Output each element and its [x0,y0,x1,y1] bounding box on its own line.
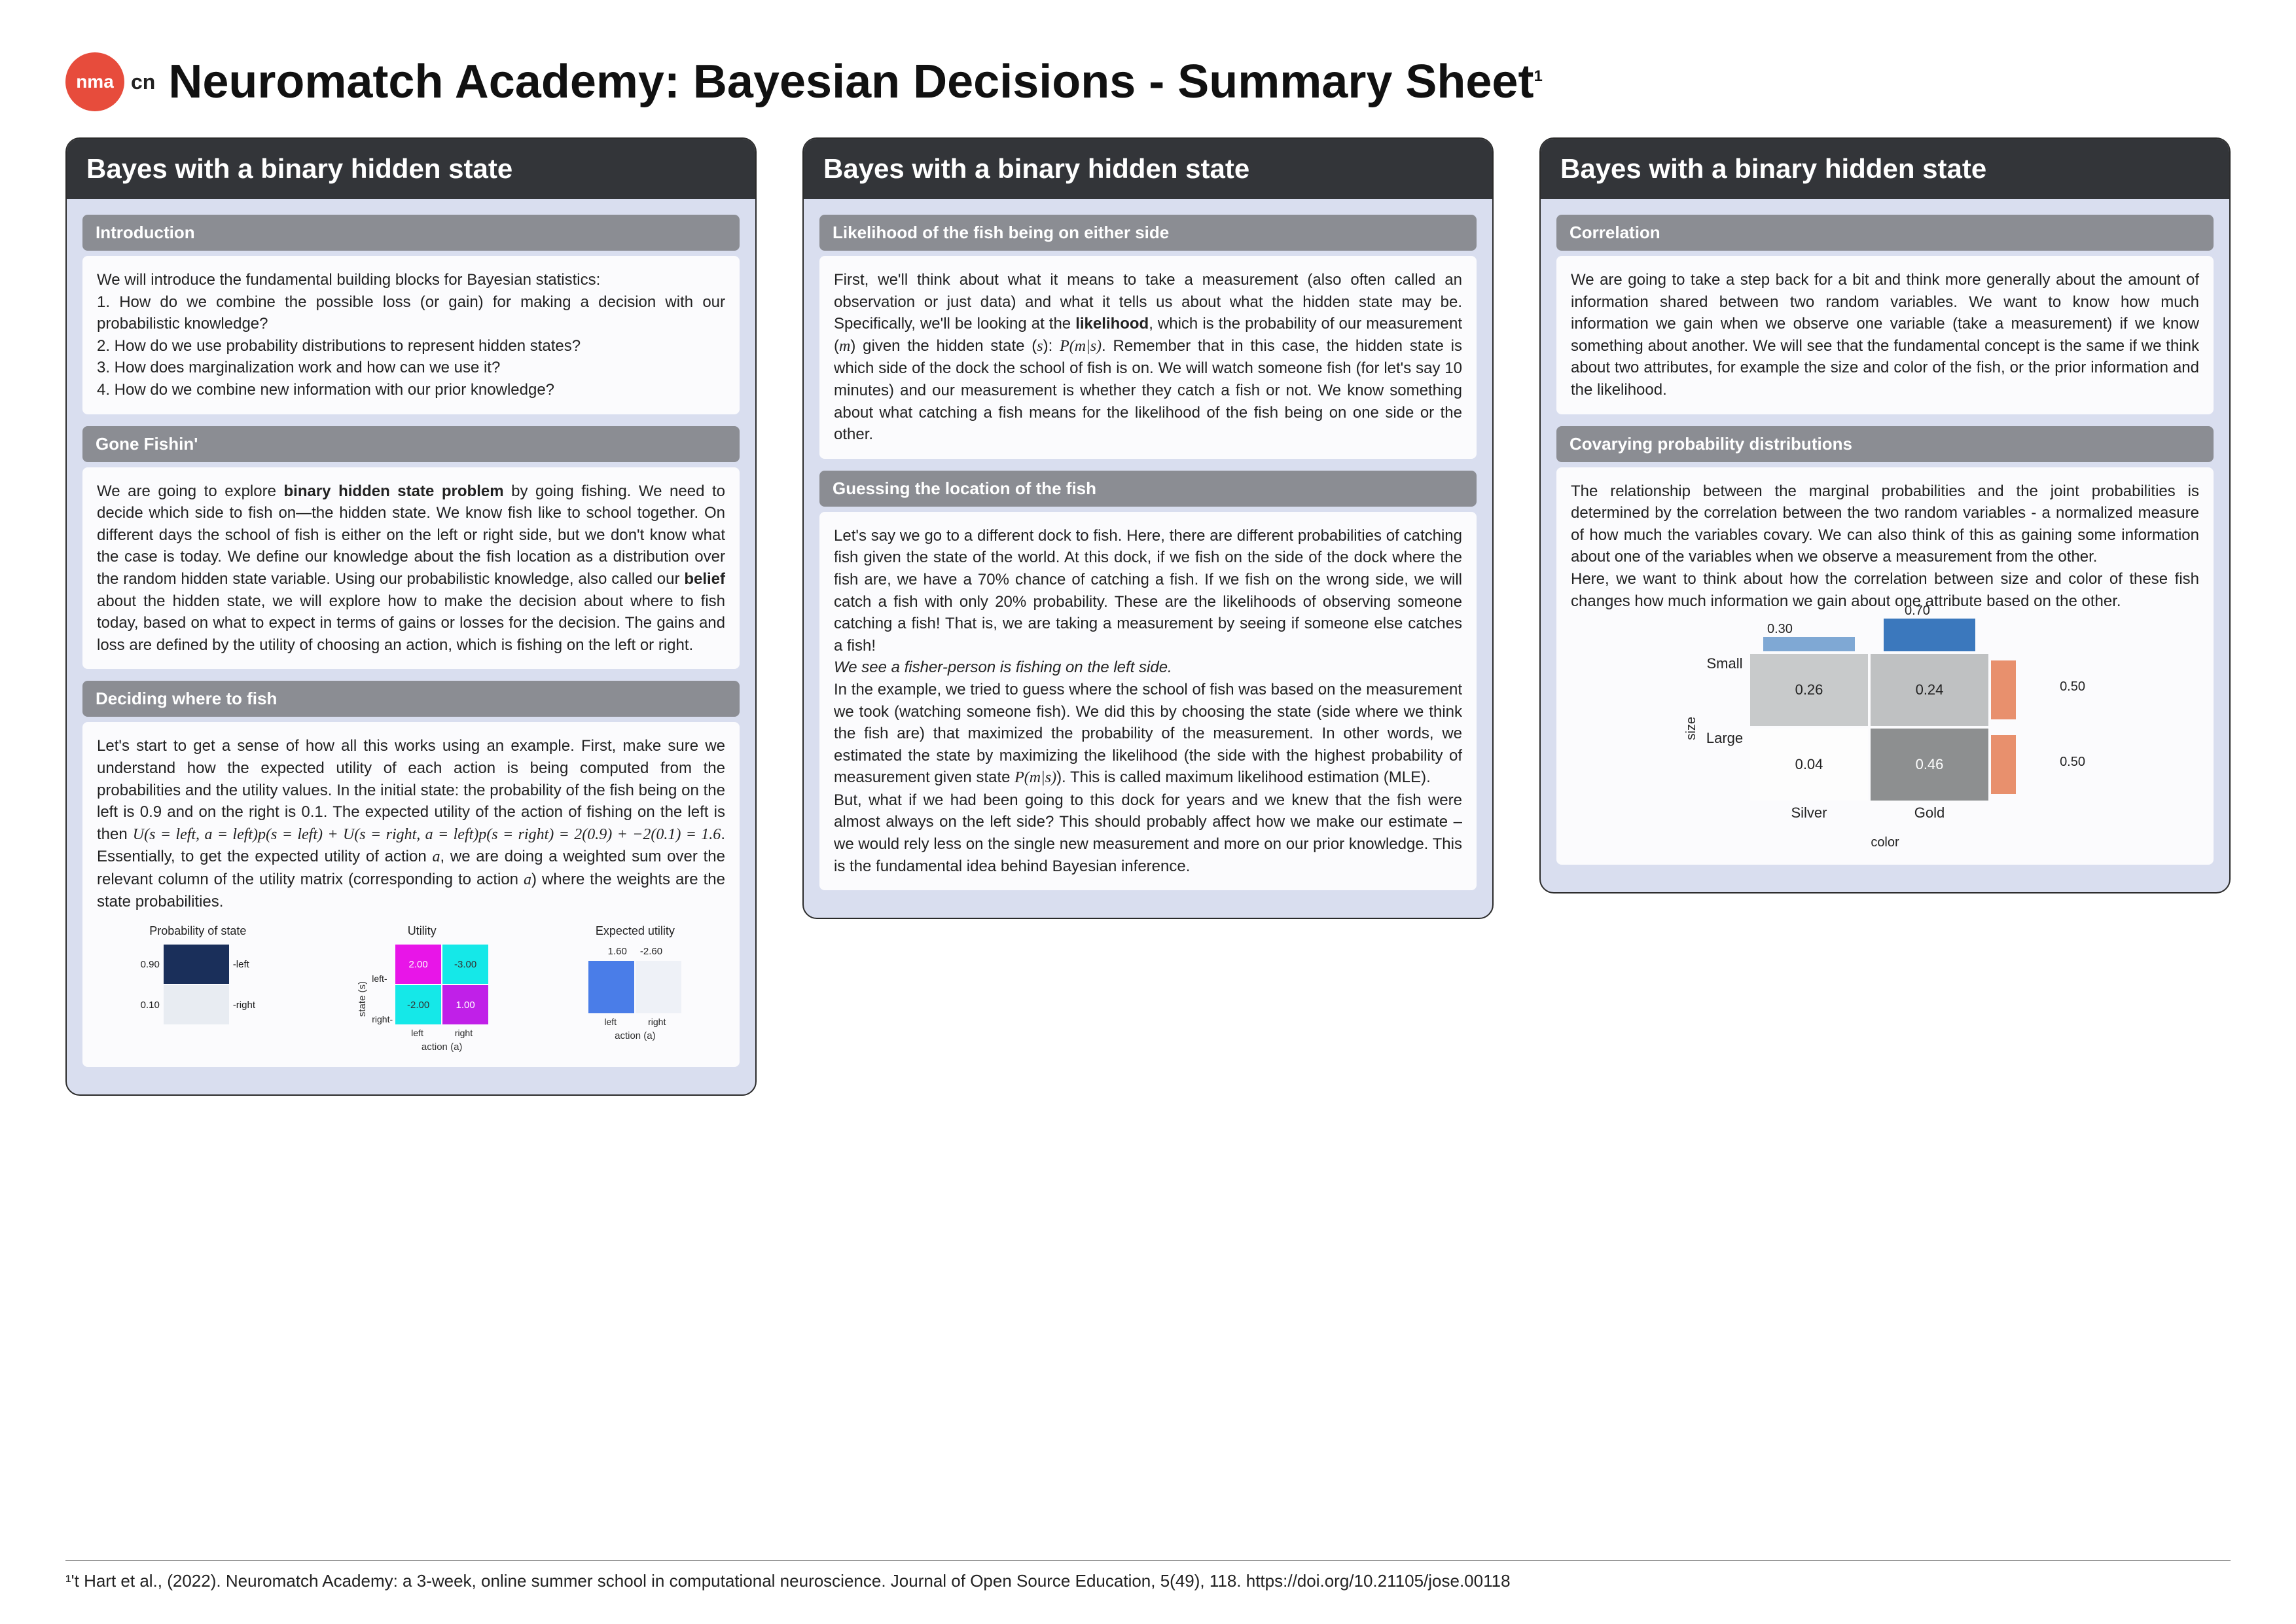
expected-chart: Expected utility 1.60-2.60 leftright act… [588,923,681,1054]
footnote: ¹'t Hart et al., (2022). Neuromatch Acad… [65,1561,2231,1591]
section-body-correlation: We are going to take a step back for a b… [1556,256,2214,414]
section-body-likelihood: First, we'll think about what it means t… [819,256,1477,459]
section-header-fishin: Gone Fishin' [82,426,740,462]
section-body-guessing: Let's say we go to a different dock to f… [819,512,1477,891]
title-footnote-ref: 1 [1534,67,1542,85]
utility-charts: Probability of state 0.90 0.10 [97,923,725,1054]
section-body-covarying: The relationship between the marginal pr… [1556,467,2214,865]
column-3-title: Bayes with a binary hidden state [1541,139,2229,199]
column-1-title: Bayes with a binary hidden state [67,139,755,199]
correlation-heatmap: Small 0.26 0.24 Large 0.04 0.46 Silver G… [1702,625,2068,852]
column-2: Bayes with a binary hidden state Likelih… [802,137,1494,919]
section-header-correlation: Correlation [1556,215,2214,251]
columns-container: Bayes with a binary hidden state Introdu… [65,137,2231,1096]
section-body-deciding: Let's start to get a sense of how all th… [82,722,740,1067]
page-title: Neuromatch Academy: Bayesian Decisions -… [168,55,1542,109]
nma-logo: nma [65,52,124,111]
prob-chart: Probability of state 0.90 0.10 [141,923,255,1054]
section-header-covarying: Covarying probability distributions [1556,426,2214,462]
column-3: Bayes with a binary hidden state Correla… [1539,137,2231,893]
section-header-guessing: Guessing the location of the fish [819,471,1477,507]
section-body-fishin: We are going to explore binary hidden st… [82,467,740,670]
section-header-deciding: Deciding where to fish [82,681,740,717]
logo-suffix: cn [131,70,155,94]
column-2-title: Bayes with a binary hidden state [804,139,1492,199]
utility-chart: Utility state (s) left- right- 2.00 -3.0… [355,923,488,1054]
section-header-likelihood: Likelihood of the fish being on either s… [819,215,1477,251]
column-1: Bayes with a binary hidden state Introdu… [65,137,757,1096]
page-header: nma cn Neuromatch Academy: Bayesian Deci… [65,52,2231,111]
section-header-intro: Introduction [82,215,740,251]
section-body-intro: We will introduce the fundamental buildi… [82,256,740,414]
